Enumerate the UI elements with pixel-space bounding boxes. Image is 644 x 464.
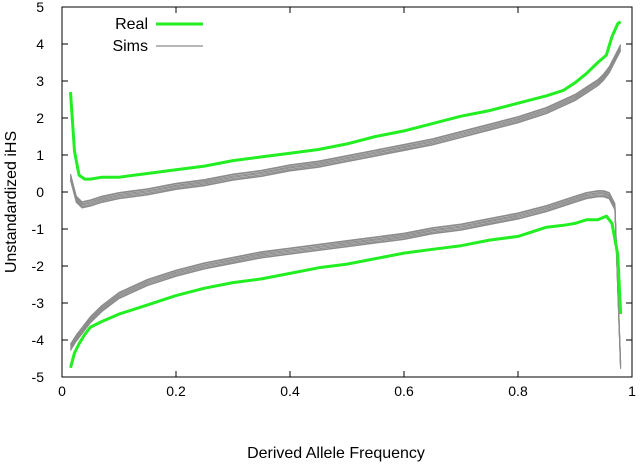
y-tick-label-2: 3 xyxy=(36,73,44,89)
sims-upper-line-1 xyxy=(69,47,622,206)
y-tick-label-0: 5 xyxy=(36,0,44,15)
legend-label-real: Real xyxy=(115,16,148,33)
y-tick-label-5: 0 xyxy=(36,184,44,200)
axes: 0 0.2 0.4 0.6 0.8 1 5 4 3 2 1 0 -1 -2 -3 -4 -5 xyxy=(32,0,637,399)
sims-lower-line-4 xyxy=(70,192,622,365)
sims-upper-line-5 xyxy=(69,48,622,207)
y-tick-label-4: 1 xyxy=(36,147,44,163)
plot-lines xyxy=(69,20,623,369)
y-tick-label-9: -4 xyxy=(32,332,45,348)
y-axis-title: Unstandardized iHS xyxy=(3,131,20,273)
sims-lower-line-2 xyxy=(70,190,622,364)
real-lower-line xyxy=(69,214,623,369)
sims-upper-line-6 xyxy=(69,44,622,203)
sims-lower-line-7 xyxy=(70,196,622,369)
x-tick-label-4: 0.8 xyxy=(508,383,528,399)
real-upper-line xyxy=(69,20,622,181)
legend: Real Sims xyxy=(112,16,203,55)
y-tick-label-10: -5 xyxy=(32,369,45,385)
x-axis-title: Derived Allele Frequency xyxy=(247,445,425,462)
y-tick-label-1: 4 xyxy=(36,36,44,52)
y-tick-label-7: -2 xyxy=(32,258,45,274)
x-tick-label-2: 0.4 xyxy=(280,383,300,399)
sims-upper-line-2 xyxy=(69,44,622,203)
y-tick-label-3: 2 xyxy=(36,110,44,126)
sims-upper-line-7 xyxy=(69,50,622,209)
sims-upper-line-4 xyxy=(69,46,622,205)
y-tick-label-6: -1 xyxy=(32,221,45,237)
sims-lower-line-1 xyxy=(70,193,622,366)
legend-label-sims: Sims xyxy=(112,38,148,55)
x-tick-label-3: 0.6 xyxy=(394,383,414,399)
y-tick-label-8: -3 xyxy=(32,295,45,311)
x-tick-label-1: 0.2 xyxy=(166,383,186,399)
x-tick-label-5: 1 xyxy=(628,383,636,399)
x-tick-label-0: 0 xyxy=(58,383,66,399)
sims-upper-line-3 xyxy=(69,49,622,208)
sims-lower-line-5 xyxy=(70,194,622,368)
sims-lower-line-6 xyxy=(70,190,622,363)
